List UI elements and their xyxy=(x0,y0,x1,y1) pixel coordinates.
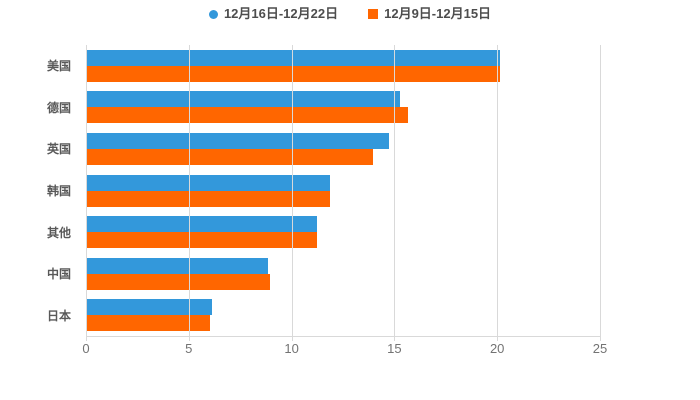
x-tick-label: 25 xyxy=(592,341,608,356)
category-label: 德国 xyxy=(46,100,71,115)
x-axis-tick xyxy=(497,336,499,341)
bar-blue xyxy=(87,299,213,316)
y-axis-category-labels: 美国德国英国韩国其他中国日本 xyxy=(0,45,80,336)
x-axis-tick xyxy=(86,336,87,341)
legend-label: 12月9日-12月15日 xyxy=(384,6,492,21)
category-label: 英国 xyxy=(46,142,71,157)
bar-orange xyxy=(87,232,318,249)
bar-orange xyxy=(87,190,330,207)
x-axis-tick xyxy=(600,336,601,341)
bar-group xyxy=(87,128,601,170)
bar-orange xyxy=(87,273,270,290)
bar-group xyxy=(87,253,601,295)
bar-group xyxy=(87,87,601,129)
bar-orange xyxy=(87,148,373,165)
plot-area xyxy=(86,45,601,337)
bar-blue xyxy=(87,216,318,233)
gridline xyxy=(497,45,499,336)
bar-blue xyxy=(87,49,501,66)
bars-container xyxy=(87,45,601,336)
gridline xyxy=(291,45,293,336)
x-tick-label: 5 xyxy=(185,341,193,356)
bar-group xyxy=(87,170,601,212)
category-label: 其他 xyxy=(46,225,71,240)
x-tick-label: 20 xyxy=(489,341,505,356)
bar-blue xyxy=(87,257,268,274)
bar-orange xyxy=(87,315,211,332)
gridline xyxy=(600,45,601,336)
category-label: 中国 xyxy=(46,267,71,282)
bar-group xyxy=(87,45,601,87)
x-tick-label: 10 xyxy=(284,341,299,356)
category-label: 韩国 xyxy=(46,184,71,199)
legend-item-week2[interactable]: 12月16日-12月22日 xyxy=(208,5,339,23)
category-label: 日本 xyxy=(46,308,71,323)
x-axis-tick xyxy=(394,336,396,341)
bar-blue xyxy=(87,174,330,191)
x-axis-tick-labels: 0 5 10 15 20 25 xyxy=(0,341,700,359)
legend-square-icon xyxy=(368,9,379,19)
bar-orange xyxy=(87,65,501,82)
legend-item-week1[interactable]: 12月9日-12月15日 xyxy=(368,5,491,23)
bar-group xyxy=(87,211,601,253)
gridline xyxy=(394,45,396,336)
x-axis-tick xyxy=(188,336,190,341)
bar-blue xyxy=(87,91,400,108)
x-tick-label: 0 xyxy=(82,341,90,356)
chart-legend: 12月16日-12月22日 12月9日-12月15日 xyxy=(0,5,700,23)
x-axis-tick xyxy=(291,336,293,341)
legend-circle-icon xyxy=(208,9,218,19)
x-tick-label: 15 xyxy=(387,341,402,356)
bar-blue xyxy=(87,132,390,149)
legend-label: 12月16日-12月22日 xyxy=(223,6,339,21)
bar-orange xyxy=(87,107,408,124)
gridline xyxy=(188,45,190,336)
category-label: 美国 xyxy=(46,59,71,74)
bar-group xyxy=(87,294,601,336)
